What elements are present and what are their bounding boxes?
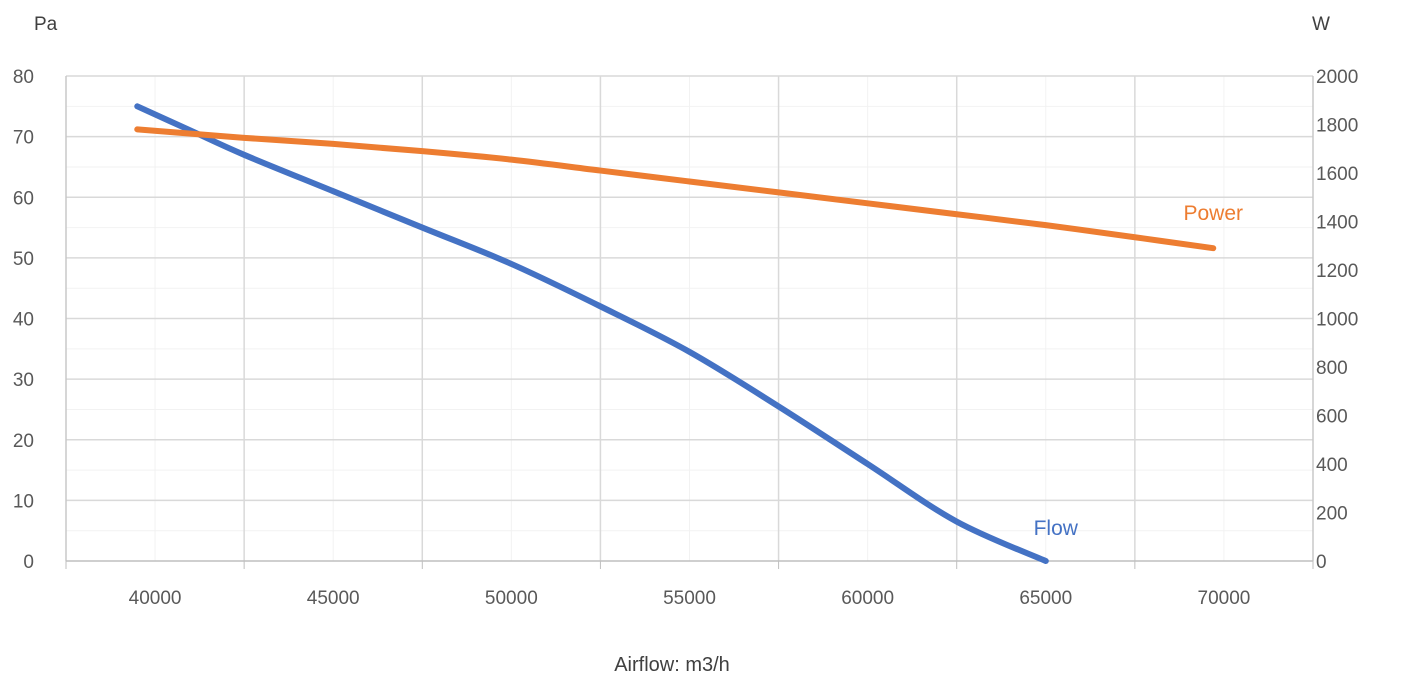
x-tick-label: 50000 (485, 588, 538, 609)
series-layer: Flow Power (134, 103, 1243, 564)
y-left-tick-label: 10 (13, 491, 34, 512)
y-left-tick-label: 80 (13, 67, 34, 88)
y-right-tick-label: 1000 (1316, 310, 1358, 331)
y-right-tick-label: 2000 (1316, 67, 1358, 88)
y-left-tick-label: 60 (13, 188, 34, 209)
y-right-tick-label: 600 (1316, 407, 1348, 428)
x-tick-label: 70000 (1198, 588, 1251, 609)
series-line-flow (134, 103, 1049, 564)
y-right-tick-label: 200 (1316, 504, 1348, 525)
left-axis-unit: Pa (34, 14, 58, 35)
x-tick-label: 45000 (307, 588, 360, 609)
x-axis-title: Airflow: m3/h (614, 654, 730, 673)
y-left-tick-label: 20 (13, 431, 34, 452)
y-left-tick-label: 40 (13, 310, 34, 331)
right-axis-unit: W (1312, 14, 1330, 35)
y-left-tick-label: 70 (13, 128, 34, 149)
x-tick-label: 65000 (1019, 588, 1072, 609)
y-right-tick-label: 400 (1316, 455, 1348, 476)
y-right-tick-label: 1200 (1316, 261, 1358, 282)
x-tick-label: 60000 (841, 588, 894, 609)
labels: Pa W Airflow: m3/h (34, 14, 1330, 673)
series-line-power (134, 126, 1217, 252)
series-label-power: Power (1183, 202, 1243, 225)
y-right-tick-label: 0 (1316, 552, 1327, 573)
y-right-tick-label: 1800 (1316, 116, 1358, 137)
axes: 0102030405060708002004006008001000120014… (13, 67, 1358, 609)
x-tick-label: 55000 (663, 588, 716, 609)
y-right-tick-label: 1600 (1316, 164, 1358, 185)
y-left-tick-label: 30 (13, 370, 34, 391)
x-tick-label: 40000 (129, 588, 182, 609)
y-left-tick-label: 50 (13, 249, 34, 270)
y-right-tick-label: 800 (1316, 358, 1348, 379)
gridlines (65, 75, 1314, 561)
y-left-tick-label: 0 (23, 552, 34, 573)
series-label-flow: Flow (1034, 517, 1079, 540)
y-right-tick-label: 1400 (1316, 213, 1358, 234)
